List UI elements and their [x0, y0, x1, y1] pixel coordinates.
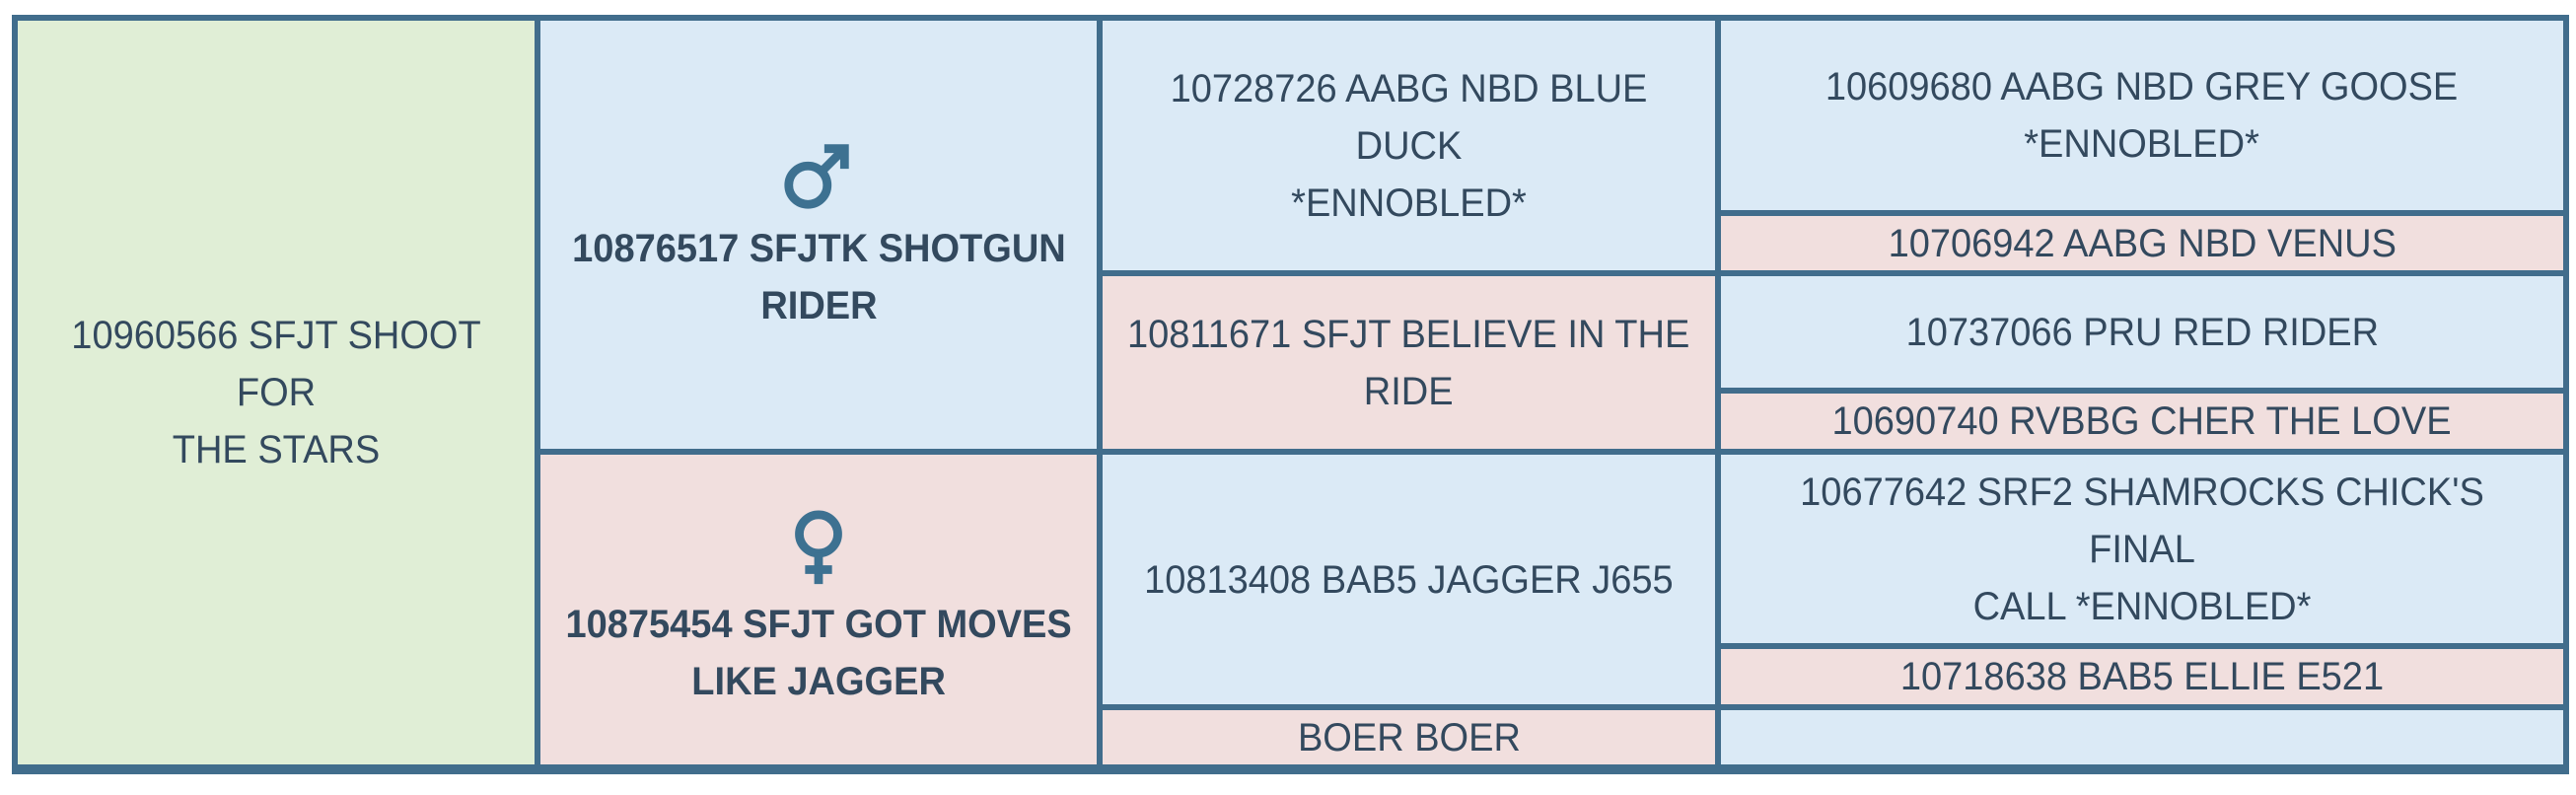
pedigree-cell-subject: 10960566 SFJT SHOOT FOR THE STARS: [18, 21, 535, 764]
pedigree-cell-dam-sire-sire: 10677642 SRF2 SHAMROCKS CHICK'S FINAL CA…: [1721, 455, 2563, 643]
pedigree-table: 10960566 SFJT SHOOT FOR THE STARS 108765…: [12, 15, 2569, 774]
animal-name: 10728726 AABG NBD BLUE DUCK *ENNOBLED*: [1170, 66, 1648, 225]
animal-name: 10875454 SFJT GOT MOVES LIKE JAGGER: [565, 603, 1072, 703]
animal-name: BOER BOER: [1297, 715, 1521, 759]
pedigree-cell-sire-dam-sire: 10737066 PRU RED RIDER: [1721, 276, 2563, 388]
pedigree-cell-dam-sire-dam: 10718638 BAB5 ELLIE E521: [1721, 649, 2563, 704]
pedigree-cell-dam-sire: 10813408 BAB5 JAGGER J655: [1103, 455, 1715, 704]
pedigree-cell-sire-sire-sire: 10609680 AABG NBD GREY GOOSE *ENNOBLED*: [1721, 21, 2563, 210]
pedigree-cell-sire-sire: 10728726 AABG NBD BLUE DUCK *ENNOBLED*: [1103, 21, 1715, 270]
animal-name: 10718638 BAB5 ELLIE E521: [1899, 655, 2385, 698]
animal-name: 10690740 RVBBG CHER THE LOVE: [1831, 399, 2453, 443]
female-icon: [780, 509, 857, 590]
animal-name: 10609680 AABG NBD GREY GOOSE *ENNOBLED*: [1825, 65, 2459, 166]
animal-name: 10960566 SFJT SHOOT FOR THE STARS: [71, 314, 481, 471]
pedigree-cell-sire-sire-dam: 10706942 AABG NBD VENUS: [1721, 216, 2563, 270]
animal-name: 10737066 PRU RED RIDER: [1905, 310, 2379, 354]
animal-name: 10876517 SFJTK SHOTGUN RIDER: [571, 227, 1066, 327]
animal-name: 10677642 SRF2 SHAMROCKS CHICK'S FINAL CA…: [1800, 470, 2484, 628]
pedigree-cell-sire-dam: 10811671 SFJT BELIEVE IN THE RIDE: [1103, 276, 1715, 449]
pedigree-cell-dam: 10875454 SFJT GOT MOVES LIKE JAGGER: [540, 455, 1097, 764]
animal-name: 10706942 AABG NBD VENUS: [1888, 221, 2397, 265]
animal-name: 10813408 BAB5 JAGGER J655: [1144, 557, 1674, 602]
pedigree-cell-sire-dam-dam: 10690740 RVBBG CHER THE LOVE: [1721, 394, 2563, 449]
male-icon: [780, 135, 857, 214]
animal-name: 10811671 SFJT BELIEVE IN THE RIDE: [1127, 312, 1690, 413]
pedigree-cell-dam-dam: BOER BOER: [1103, 710, 1715, 764]
pedigree-cell-sire: 10876517 SFJTK SHOTGUN RIDER: [540, 21, 1097, 449]
pedigree-cell-dam-dam-sire: [1721, 710, 2563, 764]
